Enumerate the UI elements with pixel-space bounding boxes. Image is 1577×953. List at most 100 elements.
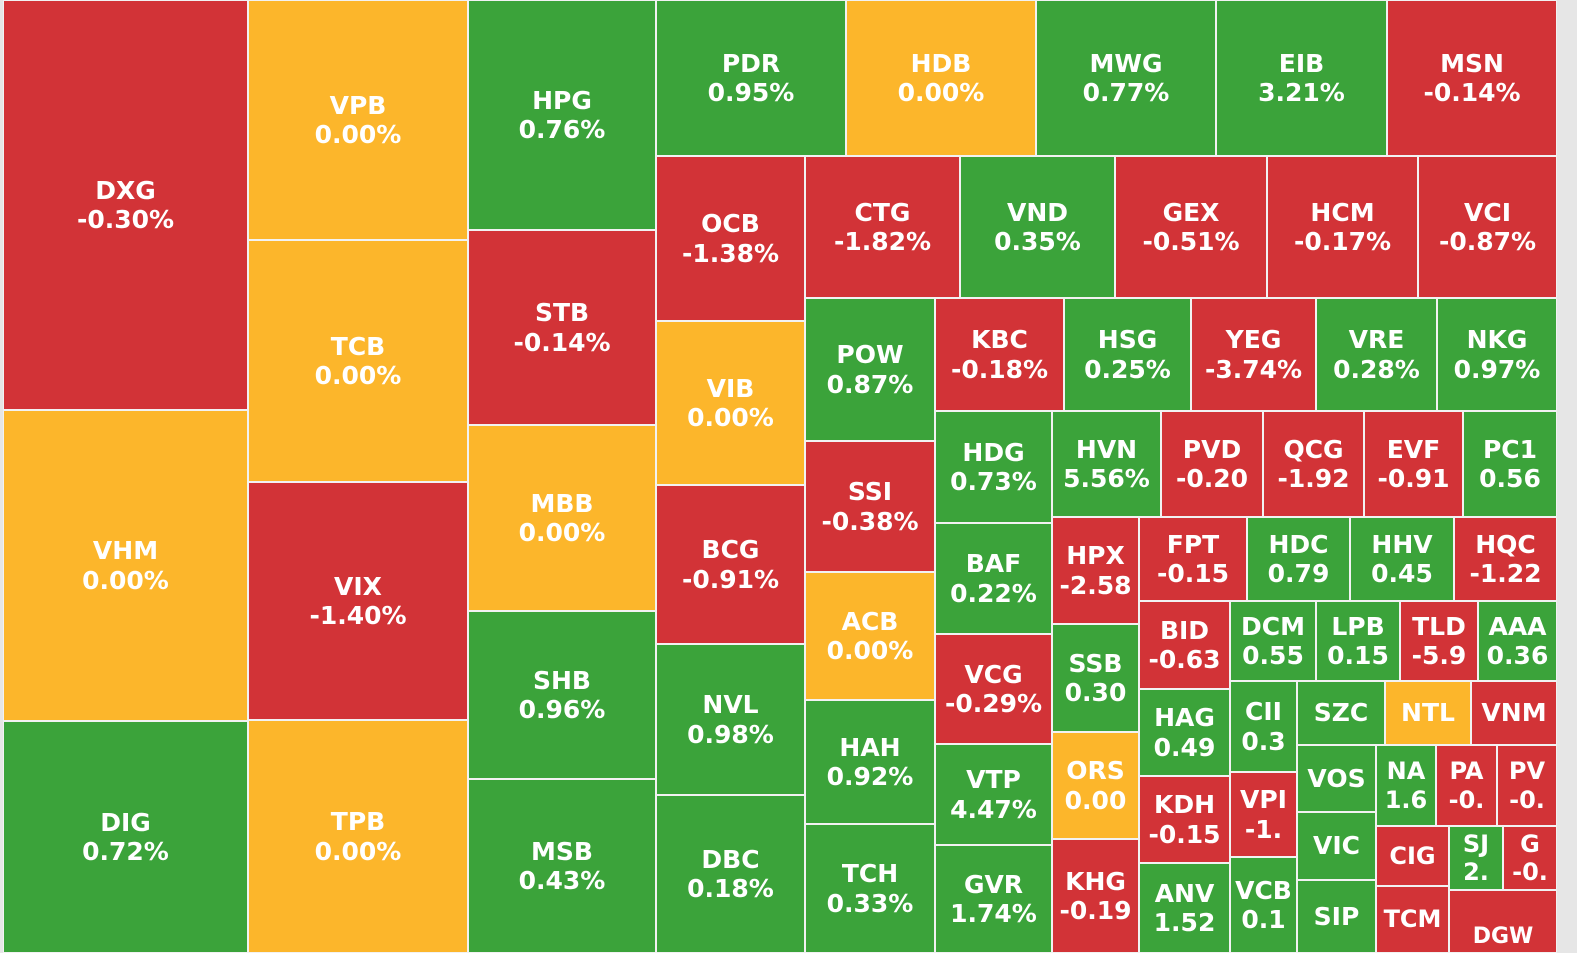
tile-hqc[interactable]: HQC -1.22: [1454, 517, 1557, 601]
tile-evf[interactable]: EVF -0.91: [1364, 411, 1463, 517]
tile-symbol: VHM: [92, 536, 159, 565]
tile-dcm[interactable]: DCM 0.55: [1230, 601, 1316, 681]
tile-symbol: VCB: [1235, 875, 1292, 905]
tile-ssi[interactable]: SSI -0.38%: [805, 441, 935, 572]
tile-vnd[interactable]: VND 0.35%: [960, 156, 1115, 298]
tile-acb[interactable]: ACB 0.00%: [805, 572, 935, 700]
tile-na[interactable]: NA 1.6: [1376, 745, 1436, 826]
tile-dxg[interactable]: DXG -0.30%: [3, 0, 248, 410]
tile-qcg[interactable]: QCG -1.92: [1263, 411, 1364, 517]
tile-kdh[interactable]: KDH -0.15: [1139, 776, 1230, 863]
tile-gvr[interactable]: GVR 1.74%: [935, 845, 1052, 953]
tile-vpb[interactable]: VPB 0.00%: [248, 0, 468, 240]
tile-vib[interactable]: VIB 0.00%: [656, 321, 805, 485]
tile-vre[interactable]: VRE 0.28%: [1316, 298, 1437, 411]
tile-vtp[interactable]: VTP 4.47%: [935, 744, 1052, 845]
tile-vcb[interactable]: VCB 0.1: [1230, 857, 1297, 953]
tile-symbol: GVR: [963, 869, 1024, 899]
tile-hsg[interactable]: HSG 0.25%: [1064, 298, 1191, 411]
tile-vcg[interactable]: VCG -0.29%: [935, 634, 1052, 744]
tile-vic[interactable]: VIC: [1297, 812, 1376, 880]
tile-symbol: HPG: [532, 85, 592, 115]
tile-pow[interactable]: POW 0.87%: [805, 298, 935, 441]
tile-fpt[interactable]: FPT -0.15: [1139, 517, 1247, 601]
tile-change: 0.45: [1371, 559, 1433, 588]
tile-vpi[interactable]: VPI -1.: [1230, 772, 1297, 857]
tile-msn[interactable]: MSN -0.14%: [1387, 0, 1557, 156]
tile-symbol: HVN: [1075, 434, 1138, 464]
tile-symbol: KBC: [971, 325, 1028, 354]
tile-change: 0.43%: [518, 866, 606, 895]
tile-vos[interactable]: VOS: [1297, 745, 1376, 812]
tile-pa[interactable]: PA -0.: [1436, 745, 1497, 826]
tile-baf[interactable]: BAF 0.22%: [935, 523, 1052, 634]
tile-hdg[interactable]: HDG 0.73%: [935, 411, 1052, 523]
tile-sj[interactable]: SJ 2.: [1449, 826, 1503, 890]
tile-hvn[interactable]: HVN 5.56%: [1052, 411, 1161, 517]
tile-symbol: SIP: [1313, 901, 1360, 931]
tile-aaa[interactable]: AAA 0.36: [1478, 601, 1557, 681]
tile-ssb[interactable]: SSB 0.30: [1052, 624, 1139, 732]
tile-symbol: KDH: [1153, 790, 1216, 819]
tile-bid[interactable]: BID -0.63: [1139, 601, 1230, 689]
tile-kbc[interactable]: KBC -0.18%: [935, 298, 1064, 411]
tile-symbol: HDB: [910, 48, 972, 78]
tile-vhm[interactable]: VHM 0.00%: [3, 410, 248, 721]
tile-gex[interactable]: GEX -0.51%: [1115, 156, 1267, 298]
tile-shb[interactable]: SHB 0.96%: [468, 611, 656, 779]
tile-vnm[interactable]: VNM: [1471, 681, 1557, 745]
tile-hdc[interactable]: HDC 0.79: [1247, 517, 1350, 601]
tile-ors[interactable]: ORS 0.00: [1052, 732, 1139, 839]
tile-symbol: SZC: [1313, 698, 1369, 728]
tile-symbol: VPB: [329, 90, 387, 120]
tile-dgw[interactable]: DGW: [1449, 890, 1557, 953]
tile-pv[interactable]: PV -0.: [1497, 745, 1557, 826]
tile-hah[interactable]: HAH 0.92%: [805, 700, 935, 824]
tile-change: 0.79: [1267, 559, 1330, 588]
tile-eib[interactable]: EIB 3.21%: [1216, 0, 1387, 156]
tile-tcb[interactable]: TCB 0.00%: [248, 240, 468, 482]
tile-stb[interactable]: STB -0.14%: [468, 230, 656, 425]
tile-vci[interactable]: VCI -0.87%: [1418, 156, 1557, 298]
tile-pc1[interactable]: PC1 0.56: [1463, 411, 1557, 517]
tile-pdr[interactable]: PDR 0.95%: [656, 0, 846, 156]
tile-ocb[interactable]: OCB -1.38%: [656, 156, 805, 321]
tile-hag[interactable]: HAG 0.49: [1139, 689, 1230, 776]
tile-symbol: NKG: [1466, 325, 1528, 354]
tile-tcm[interactable]: TCM: [1376, 886, 1449, 953]
tile-anv[interactable]: ANV 1.52: [1139, 863, 1230, 953]
tile-ntl[interactable]: NTL: [1385, 681, 1471, 745]
tile-vix[interactable]: VIX -1.40%: [248, 482, 468, 720]
tile-hhv[interactable]: HHV 0.45: [1350, 517, 1454, 601]
tile-sip[interactable]: SIP: [1297, 880, 1376, 953]
tile-g[interactable]: G -0.: [1503, 826, 1557, 890]
tile-cig[interactable]: CIG: [1376, 826, 1449, 886]
tile-szc[interactable]: SZC: [1297, 681, 1385, 745]
tile-nvl[interactable]: NVL 0.98%: [656, 644, 805, 795]
tile-symbol: OCB: [701, 209, 760, 238]
tile-dbc[interactable]: DBC 0.18%: [656, 795, 805, 953]
tile-lpb[interactable]: LPB 0.15: [1316, 601, 1400, 681]
tile-msb[interactable]: MSB 0.43%: [468, 779, 656, 953]
tile-bcg[interactable]: BCG -0.91%: [656, 485, 805, 644]
tile-nkg[interactable]: NKG 0.97%: [1437, 298, 1557, 411]
tile-hcm[interactable]: HCM -0.17%: [1267, 156, 1418, 298]
tile-dig[interactable]: DIG 0.72%: [3, 721, 248, 953]
tile-tpb[interactable]: TPB 0.00%: [248, 720, 468, 953]
tile-khg[interactable]: KHG -0.19: [1052, 839, 1139, 953]
tile-ctg[interactable]: CTG -1.82%: [805, 156, 960, 298]
tile-pvd[interactable]: PVD -0.20: [1161, 411, 1263, 517]
tile-cii[interactable]: CII 0.3: [1230, 681, 1297, 772]
tile-symbol: HDG: [962, 437, 1025, 467]
tile-hpg[interactable]: HPG 0.76%: [468, 0, 656, 230]
tile-yeg[interactable]: YEG -3.74%: [1191, 298, 1316, 411]
tile-hpx[interactable]: HPX -2.58: [1052, 517, 1139, 624]
tile-hdb[interactable]: HDB 0.00%: [846, 0, 1036, 156]
tile-change: 0.00%: [82, 565, 169, 595]
tile-symbol: BCG: [701, 535, 760, 564]
tile-mbb[interactable]: MBB 0.00%: [468, 425, 656, 611]
tile-symbol: TPB: [330, 807, 386, 836]
tile-tch[interactable]: TCH 0.33%: [805, 824, 935, 953]
tile-mwg[interactable]: MWG 0.77%: [1036, 0, 1216, 156]
tile-tld[interactable]: TLD -5.9: [1400, 601, 1478, 681]
